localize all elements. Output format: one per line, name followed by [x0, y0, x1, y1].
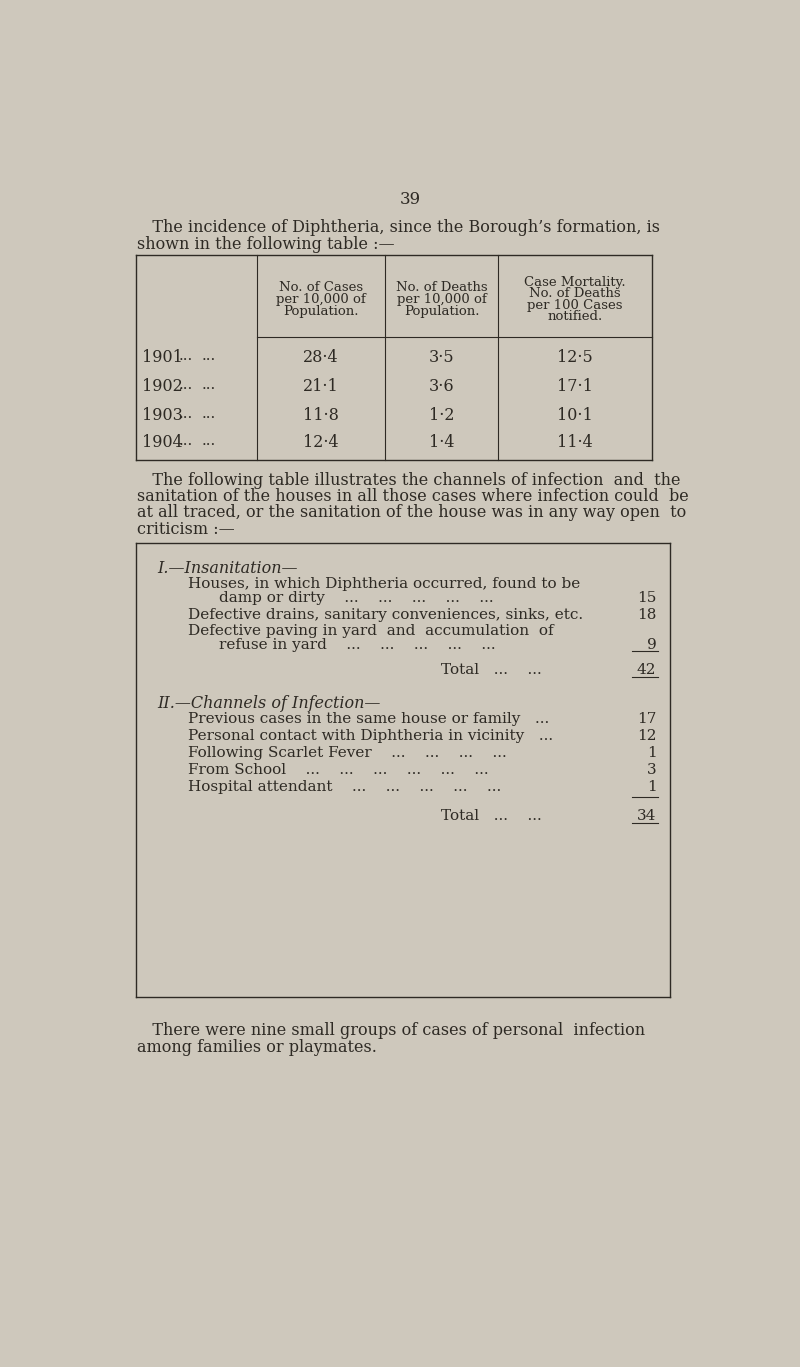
Text: No. of Deaths: No. of Deaths [530, 287, 621, 301]
Text: criticism :—: criticism :— [138, 521, 235, 537]
Text: 9: 9 [646, 638, 657, 652]
Text: refuse in yard    ...    ...    ...    ...    ...: refuse in yard ... ... ... ... ... [219, 638, 496, 652]
Text: I.—Insanitation—: I.—Insanitation— [158, 560, 298, 577]
Text: among families or playmates.: among families or playmates. [138, 1039, 377, 1055]
Text: per 10,000 of: per 10,000 of [276, 293, 366, 306]
Text: II.—Channels of Infection—: II.—Channels of Infection— [158, 696, 381, 712]
Text: 15: 15 [637, 591, 657, 604]
Text: 1902: 1902 [142, 379, 182, 395]
Text: 1904: 1904 [142, 433, 182, 451]
Text: The following table illustrates the channels of infection  and  the: The following table illustrates the chan… [138, 472, 681, 489]
Text: ...: ... [202, 349, 216, 362]
Text: notified.: notified. [547, 310, 602, 324]
Text: Case Mortality.: Case Mortality. [524, 276, 626, 288]
Text: ...: ... [178, 407, 193, 421]
Text: 17·1: 17·1 [557, 379, 593, 395]
Text: 34: 34 [637, 809, 657, 823]
Text: 10·1: 10·1 [558, 407, 593, 424]
Text: ...: ... [202, 433, 216, 447]
Text: 42: 42 [637, 663, 657, 677]
Text: ...: ... [178, 349, 193, 362]
Text: shown in the following table :—: shown in the following table :— [138, 236, 395, 253]
Text: Total   ...    ...: Total ... ... [441, 663, 542, 677]
Text: 18: 18 [637, 607, 657, 622]
Text: 1: 1 [646, 746, 657, 760]
Text: Defective paving in yard  and  accumulation  of: Defective paving in yard and accumulatio… [188, 625, 554, 638]
Text: 3: 3 [647, 763, 657, 776]
Text: 1903: 1903 [142, 407, 182, 424]
Text: 12·5: 12·5 [558, 349, 593, 366]
Text: 12: 12 [637, 729, 657, 744]
Text: 11·8: 11·8 [303, 407, 339, 424]
Text: Total   ...    ...: Total ... ... [441, 809, 542, 823]
Text: 1: 1 [646, 781, 657, 794]
Text: 1·4: 1·4 [429, 433, 454, 451]
Text: There were nine small groups of cases of personal  infection: There were nine small groups of cases of… [138, 1021, 646, 1039]
Text: per 10,000 of: per 10,000 of [397, 293, 486, 306]
Text: Hospital attendant    ...    ...    ...    ...    ...: Hospital attendant ... ... ... ... ... [188, 781, 502, 794]
Text: Following Scarlet Fever    ...    ...    ...    ...: Following Scarlet Fever ... ... ... ... [188, 746, 507, 760]
Text: ...: ... [202, 379, 216, 392]
Text: 11·4: 11·4 [558, 433, 593, 451]
Text: ...: ... [202, 407, 216, 421]
Text: 3·6: 3·6 [429, 379, 454, 395]
Text: per 100 Cases: per 100 Cases [527, 299, 623, 312]
Text: sanitation of the houses in all those cases where infection could  be: sanitation of the houses in all those ca… [138, 488, 689, 506]
Text: ...: ... [178, 433, 193, 447]
Text: 17: 17 [637, 712, 657, 726]
Text: No. of Deaths: No. of Deaths [396, 282, 487, 294]
Text: Houses, in which Diphtheria occurred, found to be: Houses, in which Diphtheria occurred, fo… [188, 577, 581, 591]
Text: 3·5: 3·5 [429, 349, 454, 366]
Text: 1·2: 1·2 [429, 407, 454, 424]
Text: Population.: Population. [404, 305, 479, 317]
Text: The incidence of Diphtheria, since the Borough’s formation, is: The incidence of Diphtheria, since the B… [138, 220, 660, 236]
Text: 12·4: 12·4 [303, 433, 338, 451]
Text: 1901: 1901 [142, 349, 182, 366]
Text: From School    ...    ...    ...    ...    ...    ...: From School ... ... ... ... ... ... [188, 763, 489, 776]
Text: 28·4: 28·4 [303, 349, 338, 366]
Text: Population.: Population. [283, 305, 358, 317]
Text: damp or dirty    ...    ...    ...    ...    ...: damp or dirty ... ... ... ... ... [219, 591, 494, 604]
Text: ...: ... [178, 379, 193, 392]
Text: Defective drains, sanitary conveniences, sinks, etc.: Defective drains, sanitary conveniences,… [188, 607, 583, 622]
Text: 21·1: 21·1 [303, 379, 338, 395]
Text: Previous cases in the same house or family   ...: Previous cases in the same house or fami… [188, 712, 550, 726]
Text: at all traced, or the sanitation of the house was in any way open  to: at all traced, or the sanitation of the … [138, 504, 686, 521]
Text: 39: 39 [399, 191, 421, 208]
Text: Personal contact with Diphtheria in vicinity   ...: Personal contact with Diphtheria in vici… [188, 729, 554, 744]
Text: No. of Cases: No. of Cases [279, 282, 363, 294]
